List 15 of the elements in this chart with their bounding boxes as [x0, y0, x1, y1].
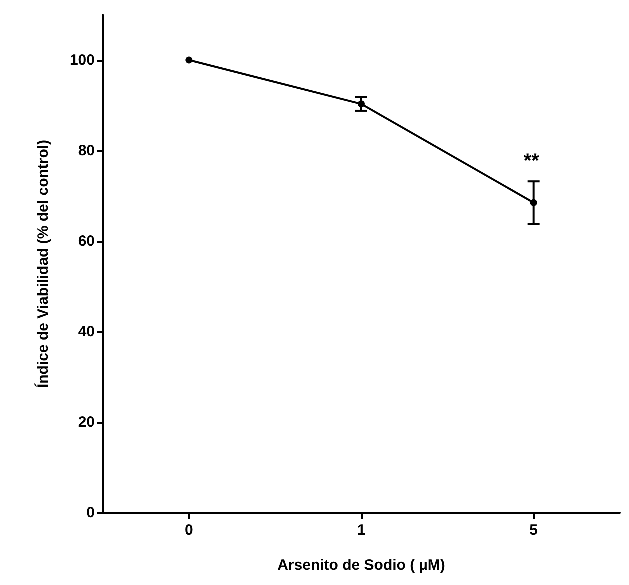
- annotation: **: [524, 150, 540, 173]
- y-tick-label: 80: [78, 142, 95, 160]
- y-tick-label: 100: [70, 52, 95, 69]
- y-tick-label: 40: [78, 323, 95, 340]
- x-tick-label: 0: [184, 522, 194, 539]
- x-tick-label: 1: [357, 522, 366, 539]
- y-tick-label: 0: [86, 504, 95, 522]
- y-tick-label: 60: [78, 232, 95, 250]
- y-tick-label: 20: [78, 414, 95, 431]
- point: [358, 100, 365, 108]
- point: [186, 56, 193, 64]
- point: [530, 199, 538, 206]
- x-tick-label: 5: [530, 522, 538, 539]
- x-axis-title: Arsenito de Sodio ( µM): [278, 557, 446, 574]
- y-axis-title: Índice de Viabilidad (% del control): [34, 140, 52, 388]
